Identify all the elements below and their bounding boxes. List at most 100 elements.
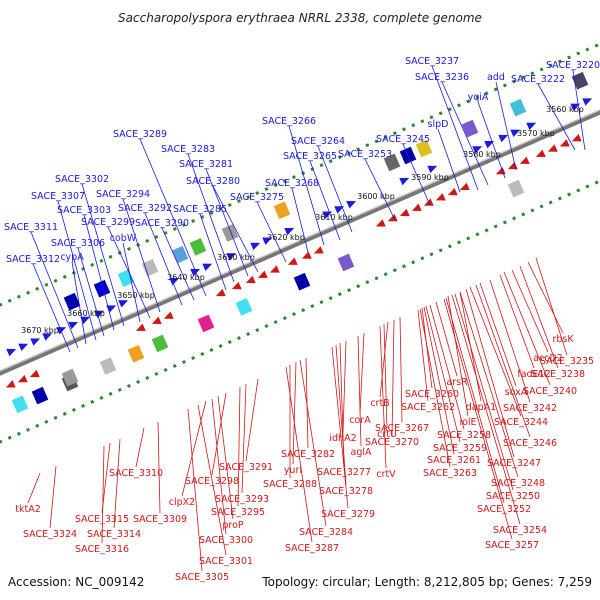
page-title: Saccharopolyspora erythraea NRRL 2338, c…: [118, 11, 482, 25]
bottom-leader-1: [535, 257, 568, 356]
top-gene-label-19: SACE_3290: [135, 218, 189, 229]
feature-block-rect-5: [189, 238, 207, 256]
feature-block-8: [383, 153, 401, 172]
forward-gene-27: [570, 103, 581, 111]
reverse-gene-3: [135, 323, 146, 331]
reverse-gene-13: [313, 246, 324, 254]
top-leader-28: [32, 263, 71, 353]
bottom-leader-12: [465, 288, 515, 458]
top-leader-3: [477, 101, 506, 179]
forward-gene-20-shape: [399, 177, 410, 186]
reverse-gene-5: [163, 311, 174, 319]
top-leader-8: [364, 158, 396, 221]
forward-gene-6: [80, 316, 91, 325]
feature-block-rect-21: [235, 298, 253, 316]
forward-gene-26-shape: [526, 122, 537, 131]
bottom-leader-53: [101, 442, 111, 514]
bottom-leader-39: [299, 359, 327, 527]
bottom-leader-43: [237, 386, 241, 507]
reverse-gene-21: [459, 182, 470, 191]
bottom-leader-0: [527, 261, 564, 334]
top-gene-label-3: yqiA: [468, 92, 489, 103]
reverse-gene-10: [269, 265, 280, 273]
top-leader-21: [122, 198, 161, 313]
bottom-leader-21: [429, 304, 465, 430]
bottom-leader-4: [499, 274, 535, 369]
bottom-gene-label-22: SACE_3259: [433, 443, 487, 454]
top-leader-2: [495, 81, 517, 171]
feature-block-21: [235, 298, 253, 316]
forward-gene-1-shape: [18, 343, 29, 352]
reverse-gene-11: [287, 257, 298, 265]
forward-gene-25: [510, 129, 521, 138]
top-leader-16: [187, 153, 235, 283]
bottom-gene-label-37: yurI: [284, 465, 302, 476]
bottom-gene-label-27: crtB: [370, 398, 389, 409]
feature-block-rect-22: [293, 272, 311, 291]
top-leader-25: [77, 247, 105, 337]
kbp-label-7: 3630 kbp: [217, 253, 255, 262]
bottom-gene-label-21: SACE_3258: [437, 430, 491, 441]
forward-gene-28: [582, 98, 593, 106]
forward-gene-1: [18, 343, 29, 352]
feature-block-rect-3: [141, 258, 159, 277]
reverse-gene-26-shape: [547, 144, 558, 152]
bottom-gene-label-31: aglA: [351, 447, 372, 458]
forward-gene-12: [202, 263, 213, 271]
reverse-gene-12: [301, 251, 312, 259]
top-gene-label-12: SACE_3268: [265, 178, 319, 189]
bottom-gene-label-45: clpX2: [169, 497, 195, 508]
feature-block-rect-18: [127, 345, 145, 363]
forward-gene-27-shape: [570, 103, 581, 111]
genome-tracks: 3560 kbp 3570 kbp 3580 kbp 3590 kbp 3600 kbp…: [0, 42, 600, 444]
bottom-leader-17: [443, 298, 513, 540]
bottom-gene-label-50: SACE_3309: [133, 514, 187, 525]
forward-gene-28-shape: [582, 98, 593, 106]
feature-block-rect-23: [337, 253, 355, 272]
feature-block-15: [31, 386, 49, 405]
reverse-gene-2: [29, 369, 40, 378]
top-leader-14: [212, 185, 259, 273]
bottom-leader-32: [342, 340, 347, 433]
top-leader-24: [83, 214, 115, 331]
feature-block-23: [337, 253, 355, 272]
bottom-leader-14: [454, 293, 514, 491]
forward-gene-14: [250, 242, 261, 251]
bottom-leader-50: [157, 421, 161, 514]
top-leader-13: [256, 201, 287, 263]
accession-text: Accession: NC_009142: [8, 575, 144, 589]
forward-gene-19-shape: [346, 201, 357, 209]
feature-block-rect-19: [151, 334, 169, 353]
feature-block-rect-11: [461, 119, 479, 138]
reverse-gene-19-shape: [435, 193, 446, 201]
top-leader-7: [402, 143, 431, 206]
top-gene-label-16: SACE_3283: [161, 144, 215, 155]
forward-gene-15: [262, 237, 273, 245]
forward-gene-14-shape: [250, 242, 261, 251]
feature-block-25: [507, 179, 525, 198]
bottom-leader-7: [479, 282, 517, 387]
reverse-gene-1: [17, 374, 28, 383]
bottom-leader-46: [217, 395, 234, 520]
bottom-gene-label-5: SACE_3240: [523, 386, 577, 397]
kbp-label-5: 3610 kbp: [315, 213, 353, 222]
feature-block-rect-6: [221, 224, 239, 242]
bottom-gene-label-19: SACE_3260: [405, 389, 459, 400]
forward-gene-5: [68, 321, 79, 330]
bottom-leader-35: [331, 346, 349, 509]
bottom-gene-label-7: soxA: [505, 387, 528, 398]
bottom-gene-label-2: SACE_3238: [531, 369, 585, 380]
bottom-leader-45: [181, 400, 207, 497]
top-gene-label-18: SACE_3289: [113, 129, 167, 140]
reverse-gene-25: [535, 149, 546, 157]
feature-block-10: [415, 139, 433, 158]
bottom-leader-55: [49, 465, 57, 529]
feature-block-rect-25: [507, 179, 525, 198]
kbp-label-10: 3660 kbp: [67, 309, 105, 318]
top-gene-label-14: SACE_3280: [186, 176, 240, 187]
forward-gene-23-shape: [484, 140, 495, 149]
bottom-leader-2: [519, 265, 559, 369]
bottom-gene-label-42: SACE_3293: [215, 494, 269, 505]
bottom-gene-label-40: SACE_3287: [285, 543, 339, 554]
